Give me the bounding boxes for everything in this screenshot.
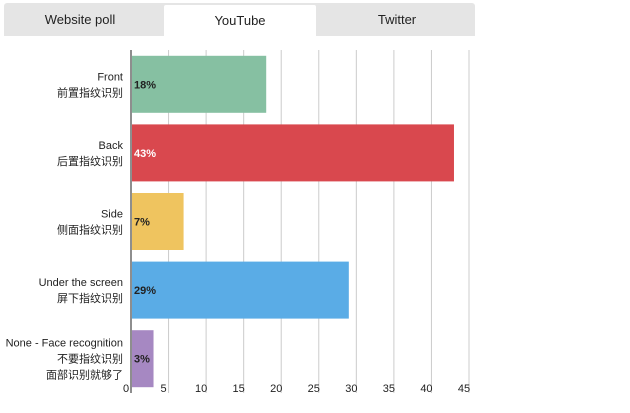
tab-bar: Website poll YouTube Twitter [4,3,475,36]
tab-website-poll[interactable]: Website poll [44,12,116,27]
x-tick-label: 0 [123,383,129,395]
bars: 18% 43% 7% 29% 3% [132,55,454,388]
category-label: Front [97,71,123,83]
x-tick-label: 30 [345,383,357,395]
x-tick-labels: 0 5 10 15 20 25 30 35 40 45 [123,383,470,395]
bar-data-label: 18% [134,79,156,91]
category-label: 面部识别就够了 [46,368,123,382]
category-label: Side [101,209,123,221]
bar-data-label: 29% [134,285,156,297]
category-label: 前置指纹识别 [57,85,123,99]
x-tick-label: 45 [458,383,470,395]
x-tick-label: 15 [233,383,245,395]
category-label: 屏下指纹识别 [57,291,123,305]
category-label: Under the screen [39,277,123,289]
tab-youtube[interactable]: YouTube [164,5,316,36]
bar-data-label: 7% [134,217,150,229]
category-label: 侧面指纹识别 [57,223,123,237]
category-label: 后置指纹识别 [57,154,123,168]
category-label: None - Face recognition [6,338,123,350]
category-labels: Front 前置指纹识别 Back 后置指纹识别 Side 侧面指纹识别 Under the… [6,71,124,381]
bar-data-label: 43% [134,148,156,160]
x-tick-label: 10 [195,383,207,395]
x-tick-label: 40 [420,383,432,395]
category-label: 不要指纹识别 [57,352,123,366]
tab-twitter[interactable]: Twitter [377,12,417,27]
bar [132,124,454,182]
x-tick-label: 25 [308,383,320,395]
bar-data-label: 3% [134,354,150,366]
bar [132,261,349,319]
x-tick-label: 5 [160,383,166,395]
category-label: Back [99,140,124,152]
bar [132,330,154,388]
x-tick-label: 20 [270,383,282,395]
x-tick-label: 35 [383,383,395,395]
bar [132,193,184,250]
bar [132,55,267,113]
